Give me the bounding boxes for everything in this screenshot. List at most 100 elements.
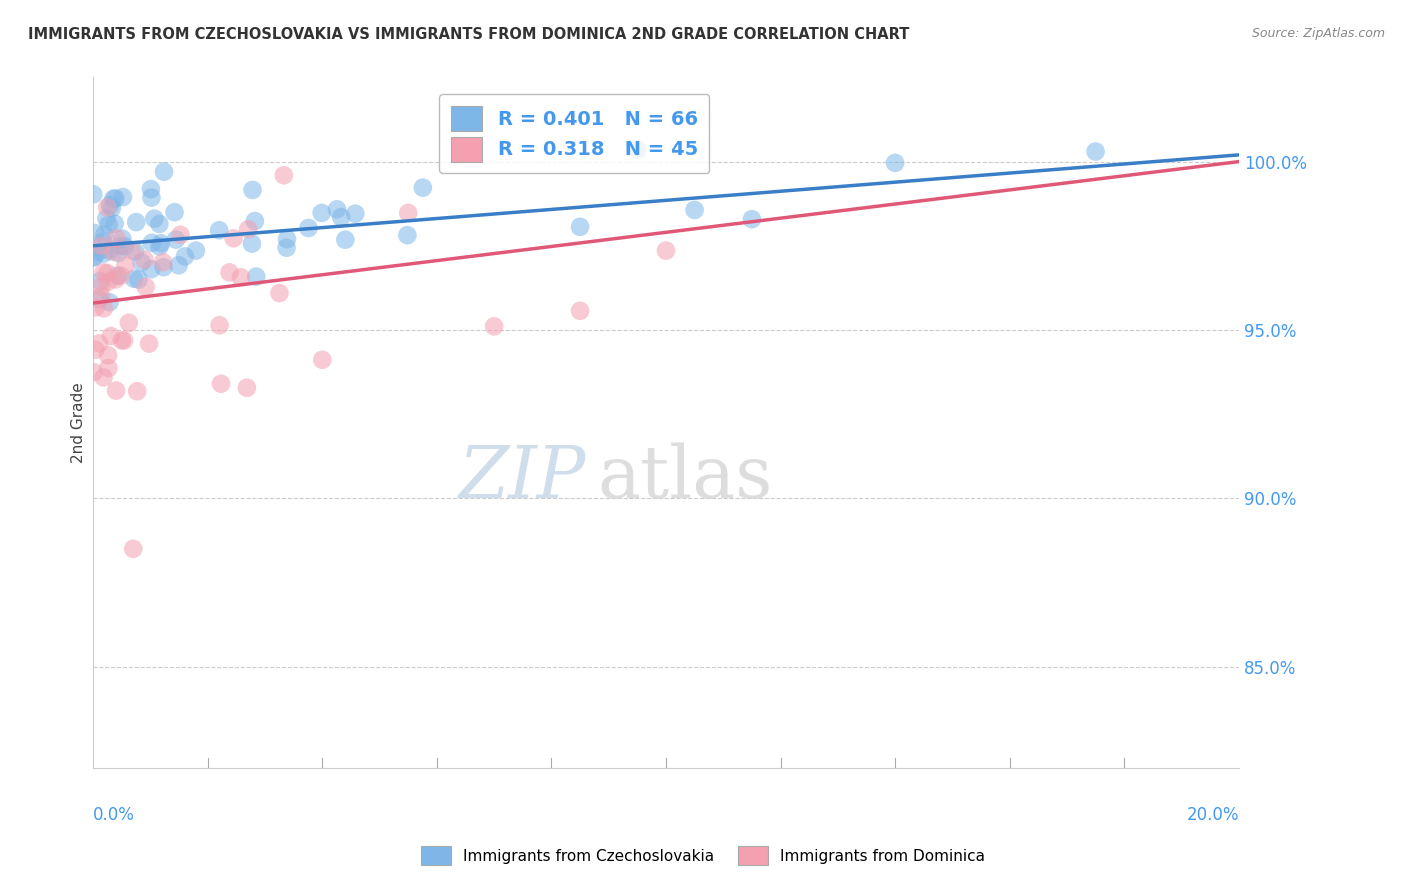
Point — [127, 384, 149, 399]
Point — [311, 352, 333, 367]
Point — [104, 192, 127, 206]
Point — [91, 235, 114, 249]
Text: 20.0%: 20.0% — [1187, 805, 1239, 823]
Point — [84, 301, 107, 315]
Point — [93, 227, 115, 242]
Point — [396, 206, 419, 220]
Text: Source: ZipAtlas.com: Source: ZipAtlas.com — [1251, 27, 1385, 40]
Point — [82, 251, 104, 265]
Point — [93, 301, 115, 316]
Point — [139, 182, 162, 196]
Point — [134, 252, 156, 267]
Point — [245, 269, 267, 284]
Point — [208, 223, 231, 237]
Point — [167, 258, 190, 272]
Point — [276, 232, 298, 246]
Point — [104, 217, 127, 231]
Point — [89, 274, 111, 288]
Legend: Immigrants from Czechoslovakia, Immigrants from Dominica: Immigrants from Czechoslovakia, Immigran… — [415, 840, 991, 871]
Point — [655, 244, 678, 258]
Point — [83, 365, 105, 379]
Point — [412, 180, 434, 194]
Point — [93, 246, 115, 260]
Text: ZIP: ZIP — [458, 442, 586, 513]
Point — [326, 202, 349, 217]
Point — [344, 207, 367, 221]
Point — [148, 239, 170, 253]
Point — [108, 239, 131, 253]
Point — [269, 286, 291, 301]
Point — [97, 218, 120, 232]
Point — [335, 233, 357, 247]
Point — [110, 268, 132, 283]
Point — [238, 222, 260, 236]
Point — [236, 381, 259, 395]
Point — [209, 376, 232, 391]
Point — [93, 265, 115, 279]
Point — [683, 202, 706, 217]
Point — [96, 200, 118, 214]
Point — [111, 232, 134, 246]
Legend: R = 0.401   N = 66, R = 0.318   N = 45: R = 0.401 N = 66, R = 0.318 N = 45 — [439, 94, 710, 173]
Point — [169, 227, 191, 242]
Point — [149, 236, 172, 251]
Point — [114, 239, 136, 253]
Point — [111, 190, 134, 204]
Point — [82, 187, 104, 202]
Point — [152, 260, 174, 275]
Point — [84, 226, 107, 240]
Point — [111, 334, 134, 348]
Point — [141, 262, 163, 277]
Point — [222, 231, 245, 245]
Point — [128, 272, 150, 286]
Point — [105, 268, 128, 283]
Point — [273, 168, 295, 182]
Point — [143, 211, 166, 226]
Point — [112, 334, 135, 348]
Point — [84, 343, 107, 357]
Point — [1084, 145, 1107, 159]
Point — [184, 244, 207, 258]
Point — [100, 329, 122, 343]
Point — [141, 191, 163, 205]
Point — [125, 215, 148, 229]
Point — [114, 259, 136, 273]
Point — [122, 271, 145, 285]
Point — [131, 255, 153, 269]
Text: atlas: atlas — [598, 442, 773, 513]
Point — [97, 348, 120, 362]
Point — [121, 243, 143, 257]
Point — [90, 280, 112, 294]
Point — [90, 289, 112, 303]
Point — [884, 156, 907, 170]
Point — [103, 244, 125, 259]
Point — [626, 143, 648, 157]
Point — [218, 265, 240, 279]
Point — [165, 233, 187, 247]
Point — [174, 249, 197, 263]
Point — [93, 370, 115, 384]
Point — [96, 211, 118, 226]
Point — [229, 270, 252, 285]
Point — [569, 219, 592, 234]
Point — [122, 541, 145, 556]
Point — [243, 214, 266, 228]
Point — [105, 231, 128, 245]
Point — [103, 192, 125, 206]
Point — [242, 183, 264, 197]
Point — [118, 316, 141, 330]
Point — [97, 361, 120, 376]
Point — [90, 239, 112, 253]
Point — [208, 318, 231, 333]
Point — [98, 295, 121, 310]
Point — [104, 272, 127, 286]
Point — [101, 201, 124, 215]
Point — [89, 292, 111, 306]
Point — [396, 228, 419, 243]
Point — [163, 205, 186, 219]
Text: 0.0%: 0.0% — [93, 805, 135, 823]
Point — [297, 221, 319, 235]
Point — [153, 164, 176, 178]
Point — [135, 280, 157, 294]
Point — [97, 275, 120, 289]
